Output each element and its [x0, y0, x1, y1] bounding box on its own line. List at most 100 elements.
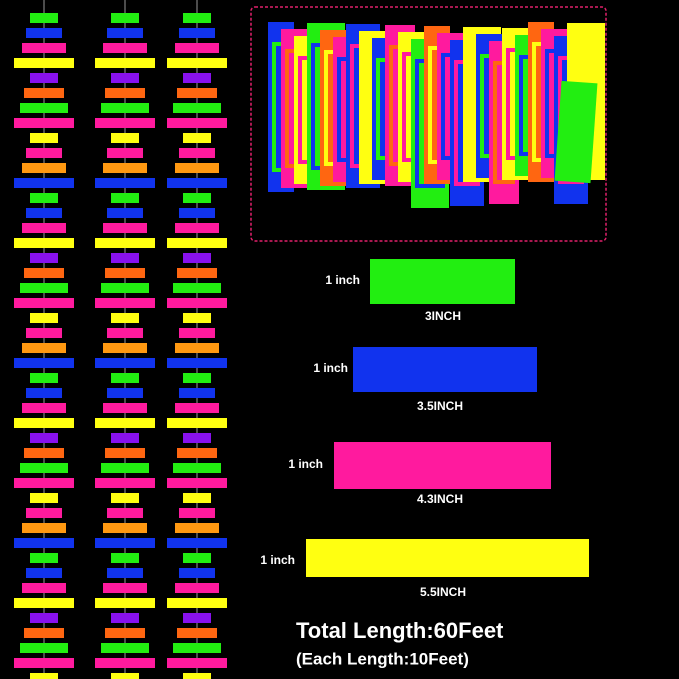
garland-card [30, 133, 58, 143]
garland-card [167, 418, 227, 428]
garland-card [103, 583, 147, 593]
garland-card [30, 193, 58, 203]
garland-card [26, 388, 62, 398]
garland-card [14, 658, 74, 668]
garland-card [183, 193, 211, 203]
garland-card [20, 103, 68, 113]
garland-card [167, 598, 227, 608]
garland-card [22, 523, 66, 533]
garland-card [26, 148, 62, 158]
garland-card [183, 433, 211, 443]
garland-card [105, 88, 145, 98]
garland-card [179, 148, 215, 158]
each-length: (Each Length:10Feet) [296, 649, 469, 668]
garland-card [14, 538, 74, 548]
card-pile [268, 22, 605, 208]
garland-card [26, 328, 62, 338]
garland-card [183, 313, 211, 323]
garland-card [111, 553, 139, 563]
garland-card [107, 388, 143, 398]
garland-card [30, 613, 58, 623]
width-label: 3.5INCH [417, 399, 463, 413]
garland-card [179, 568, 215, 578]
garland-card [111, 313, 139, 323]
garland-card [179, 328, 215, 338]
garland-card [177, 88, 217, 98]
garland-card [105, 628, 145, 638]
garland-card [101, 643, 149, 653]
garland-card [14, 478, 74, 488]
garland-card [107, 28, 143, 38]
garland-card [95, 118, 155, 128]
garland-card [167, 478, 227, 488]
garland-card [111, 193, 139, 203]
garland-card [183, 133, 211, 143]
height-label: 1 inch [288, 457, 323, 471]
garland-card [107, 208, 143, 218]
garland-card [111, 493, 139, 503]
garland-card [105, 268, 145, 278]
garland-card [111, 133, 139, 143]
garland-card [24, 628, 64, 638]
garland-card [26, 568, 62, 578]
garland-card [175, 403, 219, 413]
garland-card [183, 253, 211, 263]
garland-card [103, 403, 147, 413]
garland-card [175, 343, 219, 353]
garland-card [30, 553, 58, 563]
garland-card [95, 238, 155, 248]
garland-card [167, 118, 227, 128]
height-label: 1 inch [325, 273, 360, 287]
garland-card [14, 238, 74, 248]
garland-card [30, 433, 58, 443]
garland-card [167, 658, 227, 668]
garland-card [14, 598, 74, 608]
garland-card [95, 358, 155, 368]
garland-card [101, 463, 149, 473]
garland-card [26, 28, 62, 38]
swatch-pink [334, 442, 551, 489]
garland-card [22, 403, 66, 413]
garland-card [111, 13, 139, 23]
garland-card [107, 568, 143, 578]
garland-card [177, 448, 217, 458]
garland-card [22, 223, 66, 233]
garland-card [24, 88, 64, 98]
garland-card [177, 628, 217, 638]
garland-card [101, 283, 149, 293]
garland-card [24, 448, 64, 458]
garland-card [20, 463, 68, 473]
garland-card [179, 28, 215, 38]
total-length: Total Length:60Feet [296, 618, 504, 643]
garland-card [107, 328, 143, 338]
garland-card [30, 313, 58, 323]
swatch-blue [353, 347, 537, 392]
garland-card [167, 238, 227, 248]
garland-strings [14, 0, 227, 679]
garland-card [183, 73, 211, 83]
garland-card [175, 163, 219, 173]
garland-card [22, 43, 66, 53]
garland-card [183, 493, 211, 503]
garland-card [183, 613, 211, 623]
garland-card [95, 58, 155, 68]
garland-card [183, 373, 211, 383]
garland-card [20, 283, 68, 293]
garland-card [103, 223, 147, 233]
garland-card [95, 418, 155, 428]
garland-card [95, 538, 155, 548]
garland-card [22, 583, 66, 593]
width-label: 5.5INCH [420, 585, 466, 599]
garland-card [107, 148, 143, 158]
garland-card [111, 433, 139, 443]
garland-card [167, 538, 227, 548]
garland-card [111, 673, 139, 679]
garland-card [103, 43, 147, 53]
height-label: 1 inch [313, 361, 348, 375]
width-label: 4.3INCH [417, 492, 463, 506]
garland-card [167, 178, 227, 188]
garland-card [175, 223, 219, 233]
garland-card [167, 298, 227, 308]
garland-card [103, 163, 147, 173]
garland-card [30, 493, 58, 503]
